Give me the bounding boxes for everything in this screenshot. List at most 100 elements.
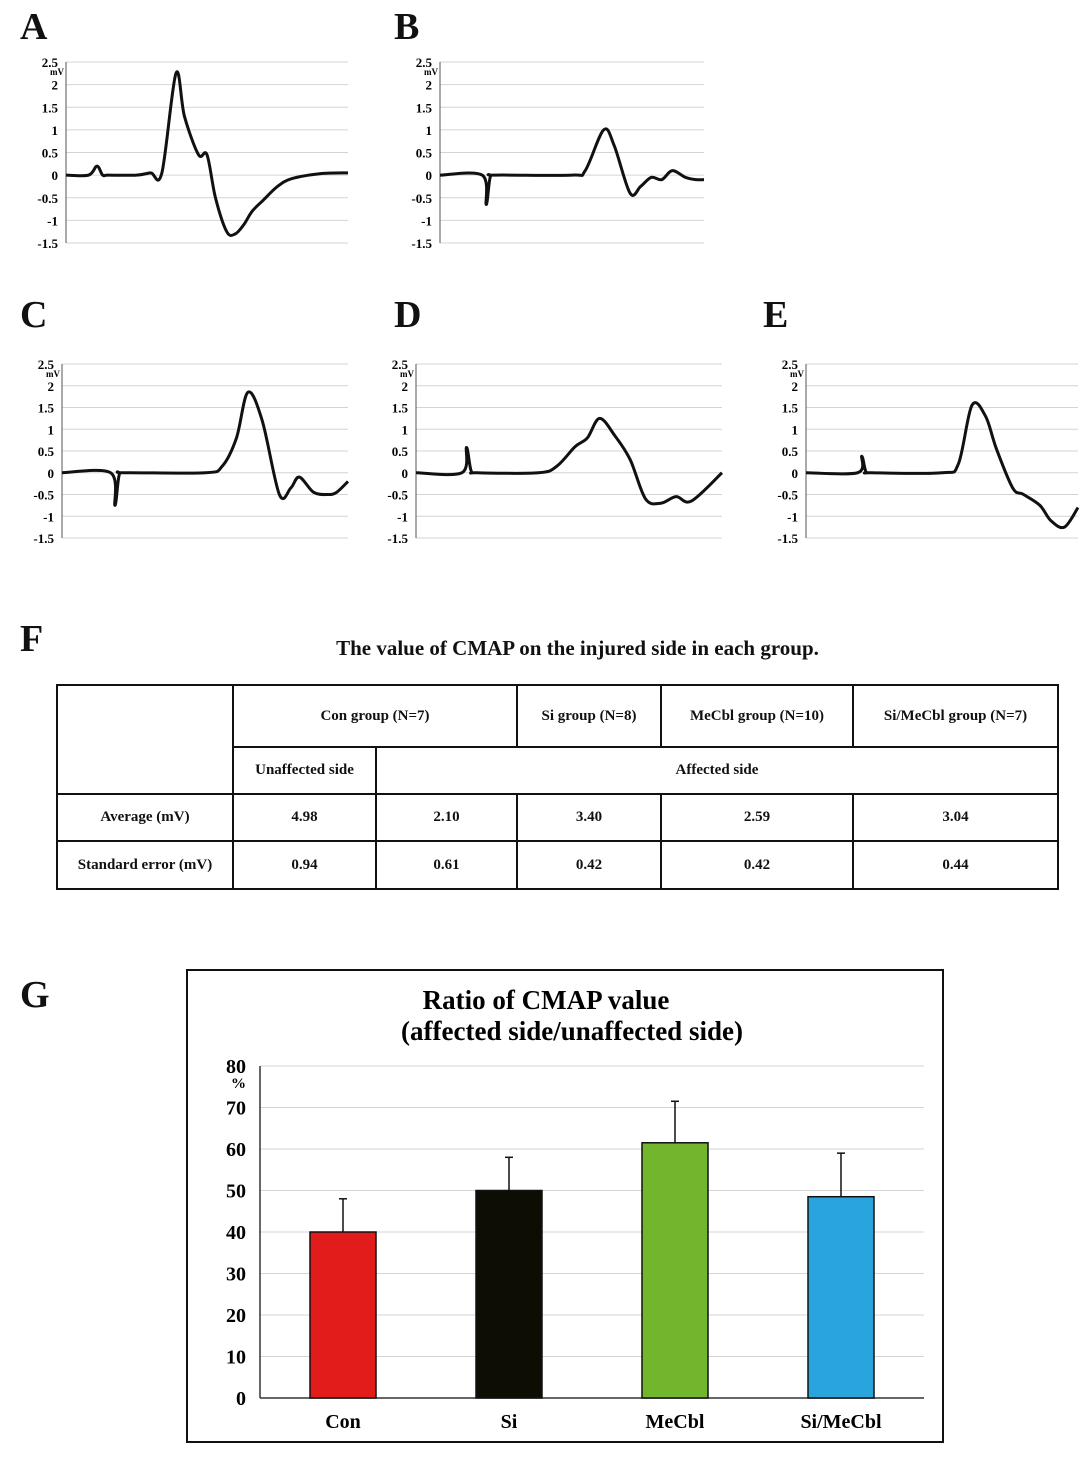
y-axis-unit: mV [50, 67, 64, 77]
bar-con [309, 1231, 377, 1399]
y-tick-label: 1 [52, 123, 59, 138]
y-tick-label: 2 [48, 379, 55, 394]
chart-subtitle: (affected side/unaffected side) [401, 1016, 743, 1046]
cmap-waveform-e: 2.5 2 1.5 1 0.5 0 -0.5 -1 -1.5 mV [777, 357, 1080, 546]
x-tick-label: Si [501, 1411, 518, 1433]
header-con-group: Con group (N=7) [232, 684, 518, 748]
y-tick-label: 0.5 [38, 444, 55, 459]
table-cell: 2.10 [375, 793, 518, 842]
table-side-header-row: Unaffected side Affected side [57, 746, 1059, 795]
y-tick-label: -1.5 [411, 236, 432, 251]
y-tick-label: 70 [226, 1098, 246, 1120]
ratio-bar-chart: Ratio of CMAP value(affected side/unaffe… [226, 985, 924, 1433]
table-corner-cell [56, 684, 234, 795]
y-tick-label: 1 [402, 422, 409, 437]
cmap-waveform-c: 2.5 2 1.5 1 0.5 0 -0.5 -1 -1.5 mV [33, 357, 350, 546]
row-label-standard-error: Standard error (mV) [56, 840, 234, 890]
y-tick-label: 1.5 [38, 401, 55, 416]
y-tick-label: -0.5 [37, 191, 58, 206]
y-tick-label: 0.5 [42, 146, 59, 161]
y-tick-label: 0 [402, 466, 409, 481]
y-tick-label: 0 [236, 1388, 246, 1410]
y-tick-label: -1 [397, 509, 408, 524]
y-tick-label: 80 [226, 1056, 246, 1078]
waveform-line [61, 390, 350, 507]
x-tick-label: MeCbl [646, 1411, 705, 1433]
y-tick-label: 0.5 [782, 444, 799, 459]
y-axis-unit: % [231, 1076, 246, 1092]
table-cell: 3.40 [516, 793, 662, 842]
table-cell: 0.61 [375, 840, 518, 890]
waveform-line [439, 127, 705, 207]
table-cell: 2.59 [660, 793, 854, 842]
cmap-waveform-b: 2.5 2 1.5 1 0.5 0 -0.5 -1 -1.5 mV [411, 55, 705, 251]
cmap-table: Con group (N=7) Si group (N=8) MeCbl gro… [56, 684, 1059, 890]
y-tick-label: -0.5 [33, 488, 54, 503]
header-si-mecbl-group: Si/MeCbl group (N=7) [852, 684, 1059, 748]
y-tick-label: -0.5 [777, 488, 798, 503]
y-tick-label: -1 [47, 213, 58, 228]
y-tick-label: 1.5 [782, 401, 799, 416]
y-axis-unit: mV [424, 67, 438, 77]
y-tick-label: 0 [792, 466, 799, 481]
header-affected-side: Affected side [375, 746, 1059, 795]
panel-label-g: G [20, 974, 50, 1016]
y-axis-unit: mV [790, 369, 804, 379]
panel-label-b: B [394, 6, 420, 48]
cmap-waveform-a: 2.5 2 1.5 1 0.5 0 -0.5 -1 -1.5 mV [37, 55, 349, 251]
y-tick-label: 2.5 [392, 357, 409, 372]
panel-label-a: A [20, 6, 48, 48]
x-tick-label: Con [325, 1411, 361, 1433]
y-tick-label: 1.5 [416, 100, 433, 115]
y-tick-label: 2.5 [38, 357, 55, 372]
table-cell: 0.42 [516, 840, 662, 890]
waveform-line [65, 70, 349, 237]
y-tick-label: 2 [402, 379, 409, 394]
header-si-group: Si group (N=8) [516, 684, 662, 748]
y-tick-label: -1.5 [37, 236, 58, 251]
y-tick-label: -1.5 [387, 531, 408, 546]
y-tick-label: 2 [52, 78, 59, 93]
table-title: The value of CMAP on the injured side in… [336, 636, 819, 660]
y-axis-unit: mV [400, 369, 414, 379]
y-tick-label: 0 [48, 466, 55, 481]
header-mecbl-group: MeCbl group (N=10) [660, 684, 854, 748]
table-cell: 4.98 [232, 793, 377, 842]
table-cell: 0.94 [232, 840, 377, 890]
panel-label-d: D [394, 294, 422, 336]
y-tick-label: 2.5 [416, 55, 433, 70]
y-tick-label: -0.5 [411, 191, 432, 206]
y-tick-label: 2.5 [42, 55, 59, 70]
y-tick-label: 60 [226, 1139, 246, 1161]
panel-label-c: C [20, 294, 48, 336]
bar-mecbl [641, 1142, 709, 1399]
y-tick-label: 0 [52, 168, 59, 183]
chart-title: Ratio of CMAP value [423, 985, 670, 1015]
waveform-line [415, 416, 724, 506]
y-tick-label: -1 [421, 213, 432, 228]
table-cell: 0.42 [660, 840, 854, 890]
y-tick-label: 1 [426, 123, 433, 138]
y-tick-label: 10 [226, 1347, 246, 1369]
table-row: Standard error (mV) 0.94 0.61 0.42 0.42 … [56, 840, 1059, 890]
table-cell: 3.04 [852, 793, 1059, 842]
y-tick-label: 1.5 [392, 401, 409, 416]
table-cell: 0.44 [852, 840, 1059, 890]
y-tick-label: 2 [792, 379, 799, 394]
cmap-waveform-d: 2.5 2 1.5 1 0.5 0 -0.5 -1 -1.5 mV [387, 357, 724, 546]
bar-si-mecbl [807, 1195, 875, 1399]
ratio-bar-chart-frame: Ratio of CMAP value (affected side/unaffe… [186, 969, 944, 1443]
table-row: Average (mV) 4.98 2.10 3.40 2.59 3.04 [56, 793, 1059, 842]
bar-si [475, 1189, 543, 1399]
row-label-average: Average (mV) [56, 793, 234, 842]
y-tick-label: -1.5 [777, 531, 798, 546]
y-tick-label: -0.5 [387, 488, 408, 503]
y-tick-label: 1.5 [42, 100, 59, 115]
y-tick-label: 0.5 [392, 444, 409, 459]
y-tick-label: 0.5 [416, 146, 433, 161]
y-tick-label: -1 [43, 509, 54, 524]
y-tick-label: 40 [226, 1222, 246, 1244]
y-tick-label: 0 [426, 168, 433, 183]
y-axis-unit: mV [46, 369, 60, 379]
y-tick-label: 2 [426, 78, 433, 93]
